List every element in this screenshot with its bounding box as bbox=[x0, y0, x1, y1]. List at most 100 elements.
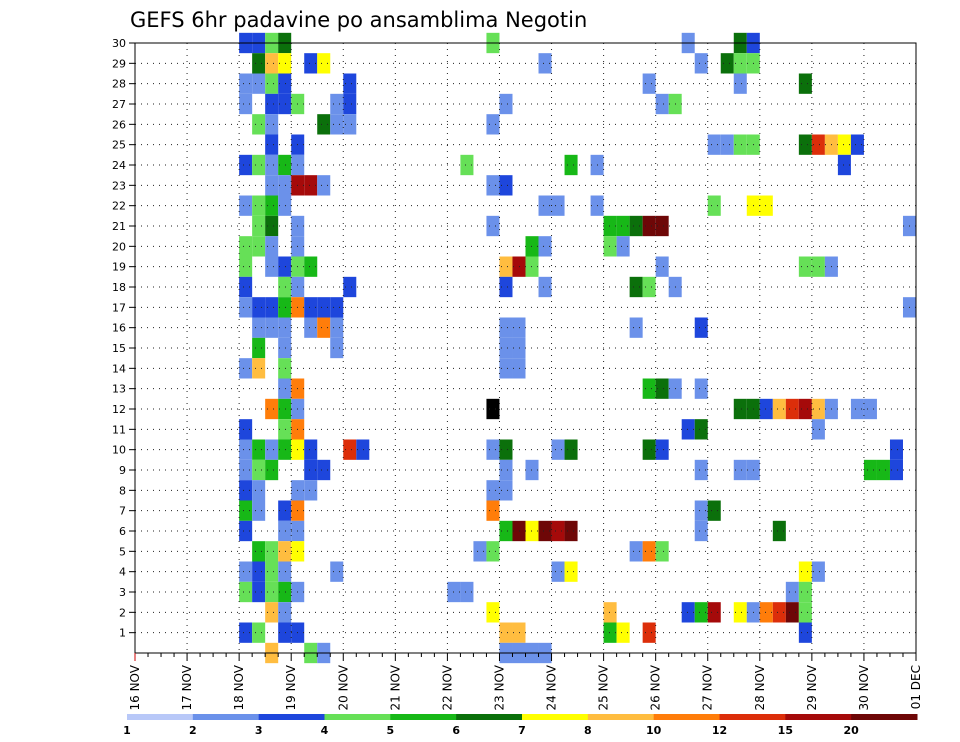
y-tick-label: 18 bbox=[112, 281, 126, 294]
y-tick-label: 17 bbox=[112, 301, 126, 314]
precip-cell bbox=[486, 602, 500, 623]
colorbar-swatch bbox=[719, 714, 786, 720]
precip-cell bbox=[317, 53, 331, 74]
precip-cell bbox=[499, 175, 513, 196]
precip-cell bbox=[239, 276, 253, 298]
colorbar-label: 6 bbox=[452, 724, 460, 737]
precip-cell bbox=[252, 53, 266, 74]
y-tick-label: 3 bbox=[119, 586, 126, 599]
precip-cell bbox=[512, 358, 526, 379]
precip-cell bbox=[252, 236, 266, 257]
y-tick-label: 4 bbox=[119, 566, 126, 579]
precip-cell bbox=[265, 561, 279, 582]
precip-cell bbox=[278, 256, 292, 277]
x-tick-label: 29 NOV bbox=[805, 664, 819, 710]
precip-cell bbox=[525, 459, 539, 481]
precip-cell bbox=[733, 602, 747, 623]
precip-cell bbox=[811, 398, 825, 420]
x-tick-label: 25 NOV bbox=[597, 664, 611, 710]
y-tick-label: 9 bbox=[119, 464, 126, 477]
precip-cell bbox=[265, 256, 279, 277]
precip-cell bbox=[642, 439, 656, 460]
x-axis-ticks: 16 NOV 17 NOV 18 NOV 19 NOV 20 NOV 21 NOV 22 N… bbox=[128, 653, 923, 711]
precip-cell bbox=[278, 419, 292, 440]
precip-cell bbox=[538, 520, 552, 542]
precip-cell bbox=[772, 520, 786, 542]
heatmap-cells bbox=[239, 32, 916, 664]
x-tick-label: 27 NOV bbox=[701, 664, 715, 710]
precip-cell bbox=[239, 93, 253, 115]
precip-cell bbox=[252, 459, 266, 481]
precip-cell bbox=[278, 337, 292, 359]
precip-cell bbox=[278, 398, 292, 420]
precip-cell bbox=[694, 602, 708, 623]
x-tick-label: 16 NOV bbox=[128, 664, 142, 710]
precip-cell bbox=[239, 622, 253, 643]
x-tick-label: 01 DEC bbox=[909, 665, 923, 709]
precip-cell bbox=[499, 337, 513, 359]
colorbar-label: 10 bbox=[646, 724, 662, 737]
precip-cell bbox=[278, 439, 292, 460]
precip-cell bbox=[304, 317, 318, 338]
precip-cell bbox=[239, 500, 253, 521]
precip-cell bbox=[811, 561, 825, 582]
y-tick-label: 28 bbox=[112, 78, 126, 91]
precip-cell bbox=[265, 175, 279, 196]
precip-cell bbox=[785, 602, 799, 623]
precip-cell bbox=[798, 602, 812, 623]
precip-cell bbox=[265, 236, 279, 257]
precip-cell bbox=[499, 439, 513, 460]
precip-cell bbox=[707, 500, 721, 521]
precip-cell bbox=[278, 520, 292, 542]
precip-cell bbox=[278, 541, 292, 562]
y-tick-label: 29 bbox=[112, 57, 126, 70]
precip-cell bbox=[655, 541, 669, 562]
precip-cell bbox=[655, 256, 669, 277]
precip-cell bbox=[798, 73, 812, 94]
precip-cell bbox=[265, 215, 279, 237]
precip-cell bbox=[317, 175, 331, 196]
precip-cell bbox=[486, 541, 500, 562]
precip-cell bbox=[317, 317, 331, 338]
precip-cell bbox=[252, 154, 266, 176]
colorbar-swatch bbox=[456, 714, 523, 720]
precip-cell bbox=[343, 114, 357, 135]
precip-cell bbox=[304, 480, 318, 501]
precip-cell bbox=[642, 378, 656, 399]
precip-cell bbox=[499, 256, 513, 277]
precip-cell bbox=[239, 195, 253, 216]
precip-cell bbox=[486, 215, 500, 237]
precip-cell bbox=[252, 317, 266, 338]
precip-cell bbox=[278, 622, 292, 643]
precip-cell bbox=[499, 276, 513, 298]
precip-cell bbox=[499, 317, 513, 338]
precip-cell bbox=[278, 195, 292, 216]
precip-cell bbox=[265, 541, 279, 562]
precip-cell bbox=[863, 459, 877, 481]
precip-cell bbox=[642, 276, 656, 298]
precip-cell bbox=[733, 459, 747, 481]
precip-cell bbox=[642, 215, 656, 237]
precip-cell bbox=[863, 398, 877, 420]
precip-cell bbox=[785, 581, 799, 603]
precip-cell bbox=[499, 622, 513, 643]
precip-cell bbox=[265, 53, 279, 74]
precip-cell bbox=[265, 93, 279, 115]
precip-cell bbox=[798, 134, 812, 155]
precip-cell bbox=[707, 134, 721, 155]
precip-cell bbox=[655, 378, 669, 399]
precip-cell bbox=[265, 297, 279, 318]
precip-cell bbox=[486, 114, 500, 135]
y-tick-label: 11 bbox=[112, 423, 126, 436]
precip-cell bbox=[642, 73, 656, 94]
precip-cell bbox=[317, 297, 331, 318]
precip-cell bbox=[252, 114, 266, 135]
precip-cell bbox=[239, 73, 253, 94]
precip-cell bbox=[252, 73, 266, 94]
precip-cell bbox=[278, 175, 292, 196]
precip-cell bbox=[239, 520, 253, 542]
y-tick-label: 22 bbox=[112, 200, 126, 213]
precip-cell bbox=[265, 459, 279, 481]
precip-cell bbox=[603, 215, 617, 237]
precip-cell bbox=[265, 134, 279, 155]
